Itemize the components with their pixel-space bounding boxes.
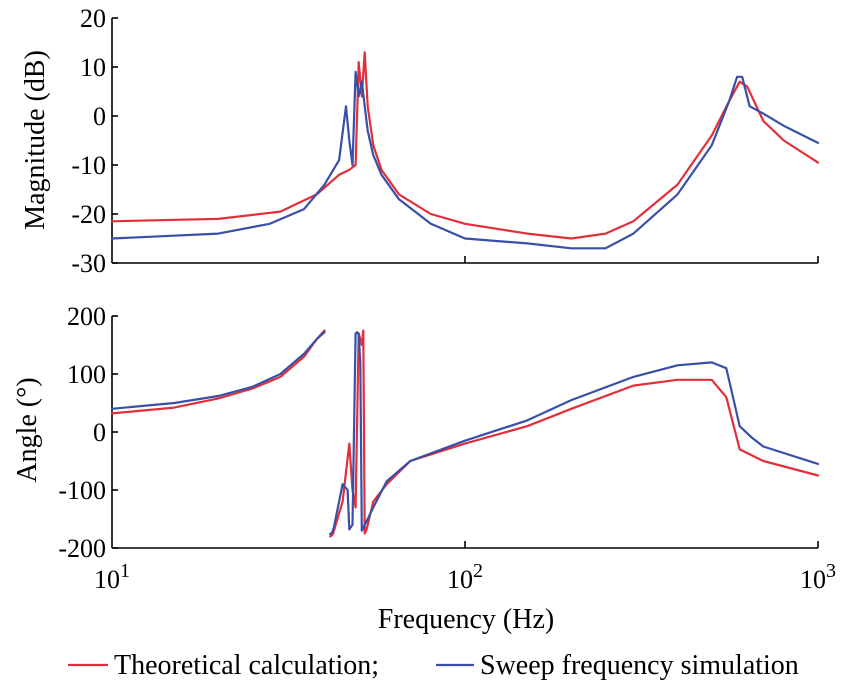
x-tick-label: 103 (800, 560, 836, 594)
frequency-axis-label: Frequency (Hz) (378, 604, 554, 635)
magnitude-y-tick-label: -30 (71, 249, 106, 278)
x-tick-label: 101 (94, 560, 130, 594)
angle-y-tick-label: -200 (58, 534, 106, 563)
angle-y-tick-label: 0 (93, 418, 106, 447)
magnitude-series-theoretical (110, 51, 820, 240)
x-tick-label: 102 (447, 560, 483, 594)
magnitude-panel: 20 10 0 -10 -20 -30 (71, 4, 820, 278)
legend: Theoretical calculation; Sweep frequency… (68, 650, 799, 681)
angle-y-tick-label: 100 (67, 360, 106, 389)
magnitude-y-tick-label: 10 (80, 53, 106, 82)
angle-axis-label: Angle (°) (12, 377, 43, 482)
magnitude-y-tick-label: 20 (80, 4, 106, 33)
legend-label-sweep: Sweep frequency simulation (480, 650, 799, 681)
magnitude-y-tick-label: -20 (71, 200, 106, 229)
angle-y-tick-label: -100 (58, 476, 106, 505)
legend-label-theoretical: Theoretical calculation; (114, 650, 379, 681)
magnitude-series-sweep (110, 70, 820, 250)
magnitude-axis-label: Magnitude (dB) (20, 50, 51, 230)
angle-series-sweep (110, 331, 820, 536)
magnitude-y-tick-label: 0 (93, 102, 106, 131)
angle-y-tick-label: 200 (67, 302, 106, 331)
magnitude-y-tick-label: -10 (71, 151, 106, 180)
